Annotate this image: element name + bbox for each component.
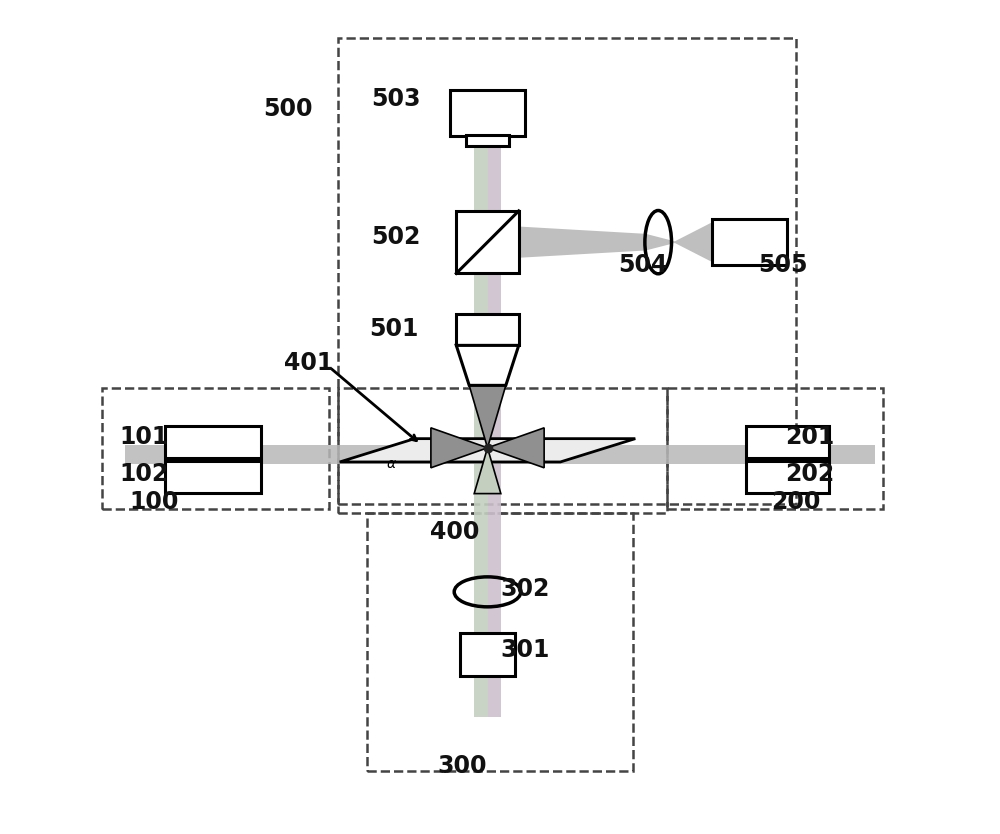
Text: 400: 400 [430,520,479,544]
Text: 202: 202 [785,461,834,485]
Text: 503: 503 [371,87,421,111]
Bar [712,219,787,265]
Polygon shape [488,428,544,468]
Text: 504: 504 [619,254,668,278]
Bar [746,461,829,493]
Polygon shape [501,225,675,259]
Bar [456,314,519,345]
Polygon shape [456,345,519,385]
Bar [746,426,829,458]
Bar [460,633,515,676]
Polygon shape [474,448,501,494]
Bar [165,461,261,493]
Text: 201: 201 [785,425,834,449]
Bar [667,388,883,509]
Polygon shape [675,222,712,262]
Text: 300: 300 [438,754,487,778]
Text: 102: 102 [119,461,168,485]
Bar [456,211,519,274]
Bar [338,388,667,513]
Text: 100: 100 [130,490,179,514]
Bar [102,388,329,509]
Bar [466,135,509,147]
Polygon shape [431,428,488,468]
Text: 401: 401 [284,351,333,374]
Text: 302: 302 [500,576,550,600]
Bar [165,426,261,458]
Text: 502: 502 [371,225,421,249]
Bar [367,513,633,771]
Text: $\alpha$: $\alpha$ [386,457,397,470]
Text: 500: 500 [263,97,312,121]
Bar [450,90,525,136]
Bar [338,38,796,505]
Text: 301: 301 [500,638,550,662]
Bar [488,143,501,716]
Polygon shape [469,385,506,448]
Polygon shape [340,439,635,462]
Bar [125,445,875,464]
Text: 101: 101 [119,425,168,449]
Text: 200: 200 [771,490,820,514]
Text: 505: 505 [758,254,808,278]
Bar [474,143,488,716]
Text: 501: 501 [369,317,418,341]
